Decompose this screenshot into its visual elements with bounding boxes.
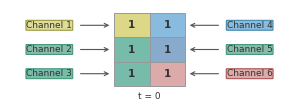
FancyBboxPatch shape	[150, 37, 185, 62]
FancyBboxPatch shape	[114, 37, 150, 62]
Text: 1: 1	[128, 20, 135, 30]
Text: Channel 2: Channel 2	[26, 45, 72, 54]
FancyBboxPatch shape	[114, 62, 150, 86]
Text: Channel 1: Channel 1	[26, 21, 72, 30]
FancyBboxPatch shape	[150, 13, 185, 37]
Text: 1: 1	[164, 20, 171, 30]
Text: 1: 1	[164, 45, 171, 54]
Text: 1: 1	[128, 69, 135, 79]
Text: t = 0: t = 0	[138, 92, 161, 101]
Text: 1: 1	[164, 69, 171, 79]
Text: Channel 3: Channel 3	[26, 69, 72, 78]
Text: Channel 5: Channel 5	[227, 45, 273, 54]
FancyBboxPatch shape	[114, 13, 150, 37]
FancyBboxPatch shape	[150, 62, 185, 86]
Text: Channel 6: Channel 6	[227, 69, 273, 78]
Text: 1: 1	[128, 45, 135, 54]
Text: Channel 4: Channel 4	[227, 21, 273, 30]
